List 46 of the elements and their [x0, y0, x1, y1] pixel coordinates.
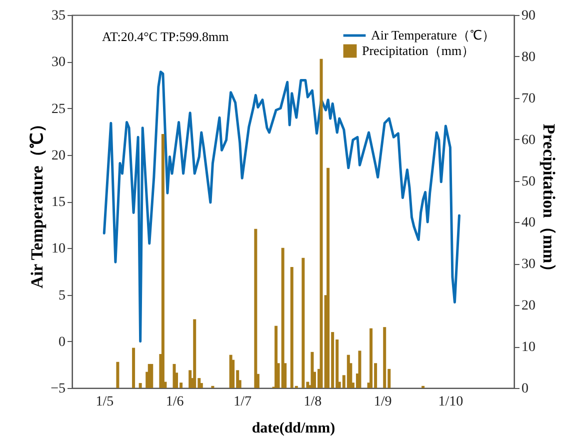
bar	[161, 134, 164, 388]
y-tick-label: 10	[52, 242, 66, 257]
y-axis-title: Air Temperature（℃）	[28, 116, 47, 288]
y-tick-label: 30	[52, 55, 66, 70]
y-tick-label: 15	[52, 195, 66, 210]
legend-label: Precipitation（mm）	[362, 43, 475, 58]
x-tick-label: 1/10	[438, 394, 464, 410]
y2-tick-label: 60	[522, 132, 536, 148]
y-tick-label: 0	[58, 334, 66, 350]
y-tick-label: −5	[50, 382, 66, 396]
bar	[370, 328, 373, 388]
bar	[274, 326, 278, 388]
y-tick-label: 25	[52, 102, 66, 117]
bar	[116, 362, 120, 388]
bar	[150, 364, 154, 388]
bar	[132, 348, 136, 388]
bar	[326, 168, 330, 388]
x-tick-label: 1/5	[96, 394, 114, 410]
annotation: AT:20.4°C TP:599.8mm	[102, 29, 229, 44]
y2-tick-label: 90	[522, 8, 536, 24]
y2-tick-label: 80	[522, 50, 536, 65]
x-tick-label: 1/7	[234, 394, 252, 410]
y2-tick-label: 30	[522, 257, 536, 272]
bar	[302, 258, 305, 388]
line-series	[102, 70, 460, 343]
y2-tick-label: 40	[522, 216, 536, 231]
y2-tick-label: 50	[522, 174, 536, 190]
bar	[281, 248, 284, 388]
y-tick-label: 5	[58, 288, 66, 304]
x-tick-label: 1/9	[374, 394, 392, 410]
bar	[358, 350, 362, 388]
x-tick-label: 1/6	[166, 394, 184, 410]
y-tick-label: 20	[52, 148, 66, 164]
bar	[138, 383, 142, 388]
bar	[383, 327, 386, 388]
y-tick-label: 35	[52, 8, 66, 24]
bar	[254, 228, 258, 388]
y2-tick-label: 10	[522, 340, 536, 356]
bar	[320, 58, 323, 388]
y2-tick-label: 0	[522, 382, 528, 396]
x-tick-label: 1/8	[304, 394, 322, 410]
y2-tick-label: 20	[522, 298, 536, 314]
y2-tick-label: 70	[522, 91, 536, 106]
x-axis-title: date(dd/mm)	[252, 420, 336, 436]
y2-axis-title: Precipitation（mm）	[540, 124, 558, 280]
legend-label: Air Temperature（℃）	[371, 28, 495, 42]
